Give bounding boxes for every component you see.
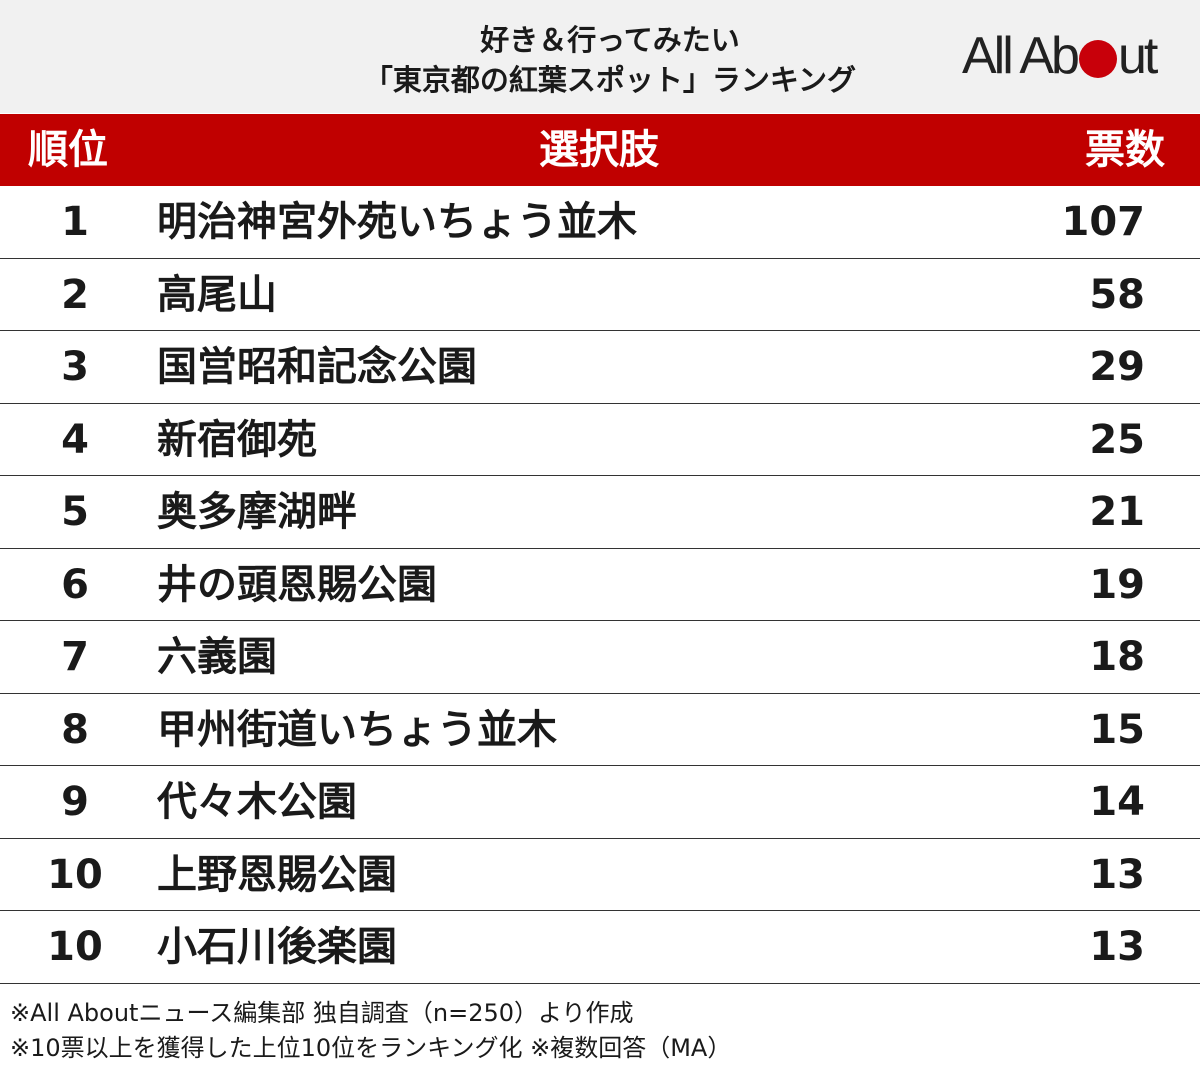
- votes-cell: 19: [1089, 561, 1145, 608]
- logo-text-end: ut: [1117, 27, 1158, 85]
- rank-cell: 7: [61, 634, 89, 680]
- footnote-source: ※All Aboutニュース編集部 独自調査（n=250）より作成: [10, 999, 634, 1027]
- header-choice: 選択肢: [539, 127, 659, 173]
- table-row: 10 上野恩賜公園 13: [0, 839, 1200, 911]
- spot-name-cell: 明治神宮外苑いちょう並木: [157, 199, 637, 245]
- votes-cell: 13: [1089, 851, 1145, 898]
- header-votes: 票数: [1085, 127, 1165, 173]
- rank-cell: 10: [47, 851, 103, 898]
- table-header: 順位 選択肢 票数: [0, 114, 1200, 186]
- table-row: 3 国営昭和記念公園 29: [0, 331, 1200, 404]
- spot-name-cell: 六義園: [157, 634, 277, 680]
- spot-name-cell: 代々木公園: [157, 779, 357, 825]
- header-rank: 順位: [28, 127, 108, 173]
- rank-cell: 9: [61, 779, 89, 825]
- chart-title: 好き＆行ってみたい 「東京都の紅葉スポット」ランキング: [0, 20, 1200, 100]
- logo-red-dot: [1078, 40, 1117, 78]
- rank-cell: 8: [61, 706, 89, 753]
- ranking-table-body: 1 明治神宮外苑いちょう並木 107 2 高尾山 58 3 国営昭和記念公園 29 4 新宿御苑 25…: [0, 186, 1200, 984]
- table-row: 1 明治神宮外苑いちょう並木 107: [0, 186, 1200, 259]
- rank-cell: 6: [61, 561, 89, 608]
- votes-cell: 13: [1089, 924, 1145, 970]
- rank-cell: 3: [61, 344, 89, 390]
- votes-cell: 29: [1089, 344, 1145, 390]
- spot-name-cell: 井の頭恩賜公園: [157, 561, 437, 608]
- spot-name-cell: 新宿御苑: [157, 416, 317, 463]
- rank-cell: 2: [61, 271, 89, 318]
- footnote-method: ※10票以上を獲得した上位10位をランキング化 ※複数回答（MA）: [10, 1034, 732, 1062]
- allabout-logo: All Ab ut: [962, 27, 1158, 85]
- table-row: 9 代々木公園 14: [0, 766, 1200, 839]
- table-row: 4 新宿御苑 25: [0, 404, 1200, 476]
- rank-cell: 1: [61, 199, 89, 245]
- rank-cell: 4: [61, 416, 89, 463]
- votes-cell: 14: [1089, 779, 1145, 825]
- votes-cell: 15: [1089, 706, 1145, 753]
- spot-name-cell: 上野恩賜公園: [157, 851, 397, 898]
- rank-cell: 10: [47, 924, 103, 970]
- votes-cell: 21: [1089, 489, 1145, 535]
- spot-name-cell: 奥多摩湖畔: [157, 489, 357, 535]
- spot-name-cell: 小石川後楽園: [157, 924, 397, 970]
- votes-cell: 18: [1089, 634, 1145, 680]
- footnotes: ※All Aboutニュース編集部 独自調査（n=250）より作成 ※10票以上…: [10, 996, 731, 1066]
- title-banner: 好き＆行ってみたい 「東京都の紅葉スポット」ランキング All Ab ut: [0, 0, 1200, 113]
- table-row: 8 甲州街道いちょう並木 15: [0, 694, 1200, 766]
- table-row: 2 高尾山 58: [0, 259, 1200, 331]
- table-row: 5 奥多摩湖畔 21: [0, 476, 1200, 549]
- table-row: 7 六義園 18: [0, 621, 1200, 694]
- votes-cell: 25: [1089, 416, 1145, 463]
- rank-cell: 5: [61, 489, 89, 535]
- title-line-1: 好き＆行ってみたい: [480, 23, 740, 57]
- table-row: 10 小石川後楽園 13: [0, 911, 1200, 984]
- table-row: 6 井の頭恩賜公園 19: [0, 549, 1200, 621]
- title-line-2: 「東京都の紅葉スポット」ランキング: [363, 63, 857, 97]
- spot-name-cell: 甲州街道いちょう並木: [157, 706, 557, 753]
- spot-name-cell: 高尾山: [157, 271, 277, 318]
- logo-text-start: All Ab: [962, 27, 1080, 85]
- votes-cell: 58: [1089, 271, 1145, 318]
- spot-name-cell: 国営昭和記念公園: [157, 344, 477, 390]
- votes-cell: 107: [1061, 199, 1146, 245]
